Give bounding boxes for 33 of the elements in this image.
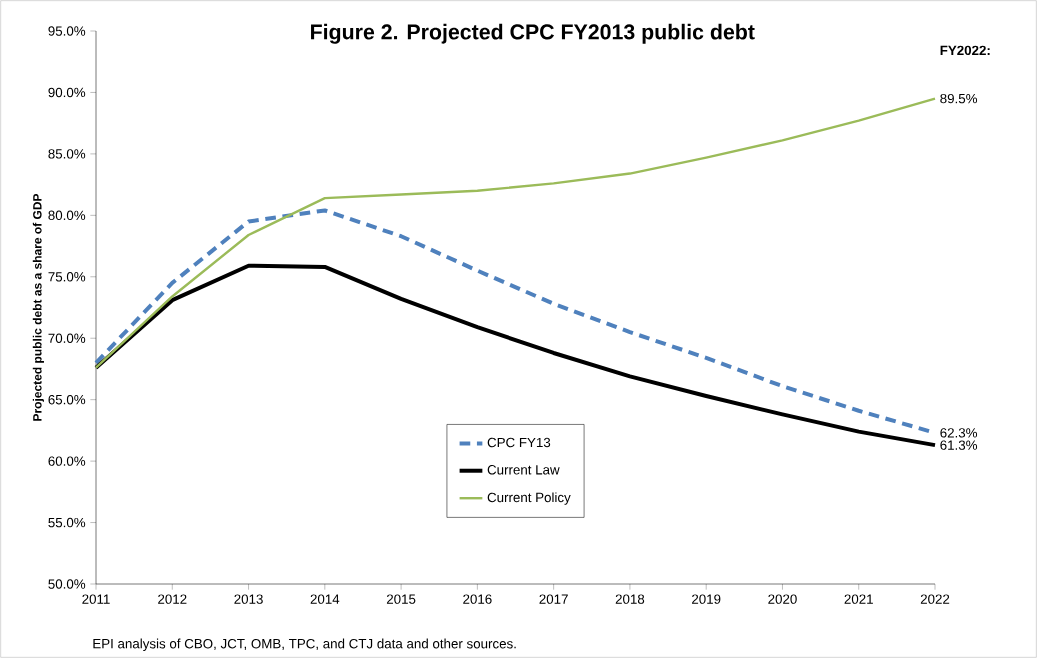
y-tick-label: 70.0%: [48, 333, 86, 343]
x-tick-label: 2015: [386, 594, 416, 604]
x-tick-label: 2020: [768, 594, 797, 604]
x-tick-label: 2016: [463, 594, 492, 604]
x-tick-label: 2012: [158, 594, 187, 604]
x-tick-label: 2022: [920, 594, 950, 604]
data-label: 62.3%: [940, 428, 978, 438]
y-tick-label: 55.0%: [48, 517, 86, 528]
legend-label: CPC FY13: [487, 437, 551, 448]
x-tick-label: 2013: [234, 594, 263, 604]
x-tick-label: 2017: [539, 594, 568, 604]
y-axis-title: Projected public debt as a share of GDP: [32, 193, 44, 421]
text: FY2022:: [940, 45, 990, 56]
text: EPI analysis of CBO, JCT, OMB, TPC, and CTJ data and other sources.: [93, 638, 516, 652]
y-tick-label: 60.0%: [48, 456, 86, 466]
x-tick-label: 2014: [310, 594, 340, 604]
y-tick-label: 85.0%: [48, 149, 86, 159]
x-tick-label: 2011: [82, 594, 110, 604]
y-tick-label: 95.0%: [48, 26, 86, 36]
y-tick-label: 90.0%: [48, 87, 86, 98]
x-tick-label: 2019: [692, 594, 721, 604]
y-tick-label: 75.0%: [48, 272, 86, 282]
line-series: [94, 97, 937, 369]
legend-label: Current Policy: [487, 492, 571, 505]
chart-title: Figure 2. Projected CPC FY2013 public debt: [311, 23, 755, 44]
y-tick-label: 50.0%: [48, 579, 86, 589]
x-tick-label: 2018: [615, 594, 645, 604]
x-tick-label: 2021: [844, 594, 873, 604]
y-tick-label: 65.0%: [48, 394, 86, 405]
legend-label: Current Law: [487, 465, 560, 475]
y-tick-label: 80.0%: [48, 210, 86, 221]
data-label: 61.3%: [940, 440, 978, 450]
data-label: 89.5%: [940, 93, 978, 104]
